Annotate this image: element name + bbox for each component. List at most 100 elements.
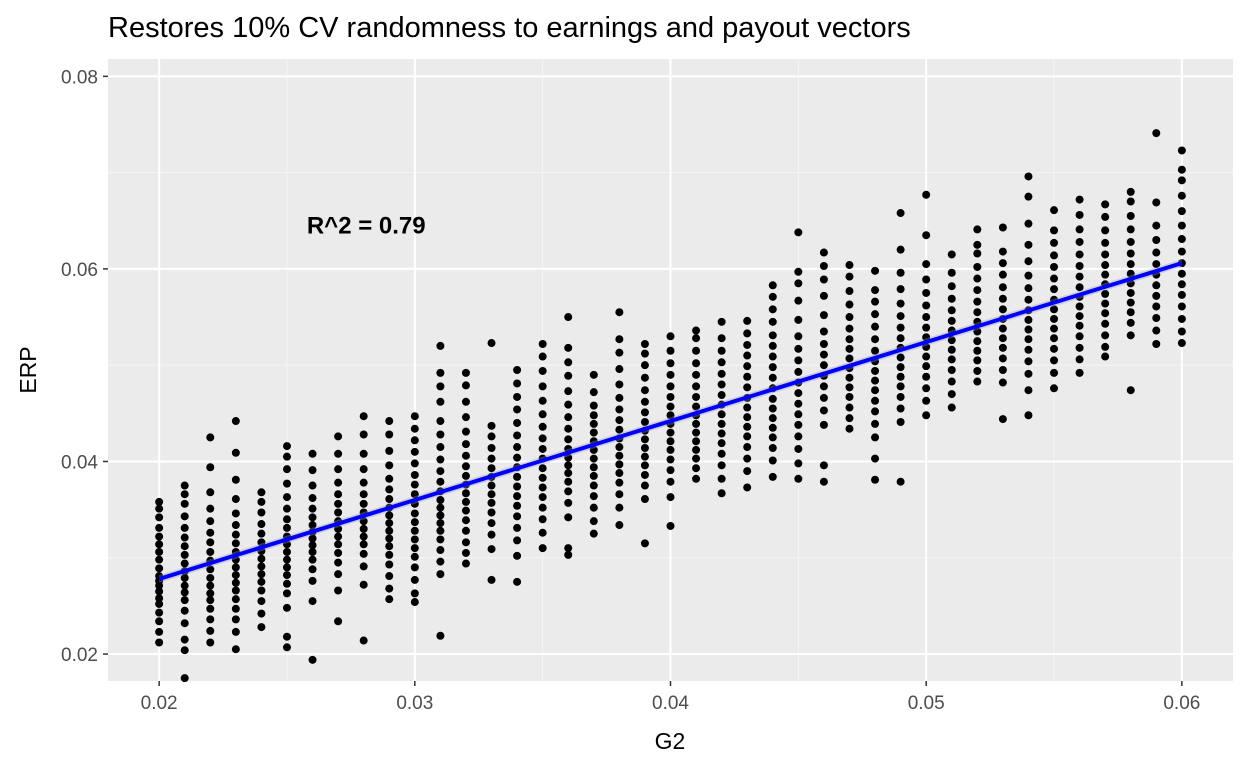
data-point xyxy=(282,632,291,641)
data-point xyxy=(1126,288,1135,297)
data-point xyxy=(385,519,394,528)
data-point xyxy=(666,402,675,411)
data-point xyxy=(819,361,828,370)
data-point xyxy=(998,378,1007,387)
data-point xyxy=(564,550,573,559)
data-point xyxy=(819,340,828,349)
data-point xyxy=(206,596,215,605)
y-tick-label: 0.04 xyxy=(61,452,98,473)
data-point xyxy=(385,526,394,535)
data-point xyxy=(538,464,547,473)
y-tick-label: 0.02 xyxy=(61,645,98,666)
data-point xyxy=(947,403,956,412)
data-point xyxy=(640,481,649,490)
data-point xyxy=(436,557,445,566)
data-point xyxy=(666,411,675,420)
data-point xyxy=(1024,357,1033,366)
data-point xyxy=(973,327,982,336)
data-point xyxy=(1024,240,1033,249)
data-point xyxy=(998,415,1007,424)
data-point xyxy=(768,341,777,350)
data-point xyxy=(257,497,266,506)
data-point xyxy=(1050,314,1059,323)
data-point xyxy=(282,515,291,524)
data-point xyxy=(1075,302,1084,311)
data-point xyxy=(282,603,291,612)
y-tick-label: 0.08 xyxy=(61,67,98,88)
data-point xyxy=(640,361,649,370)
data-point xyxy=(461,489,470,498)
data-point xyxy=(743,351,752,360)
data-point xyxy=(1126,331,1135,340)
data-point xyxy=(1024,257,1033,266)
data-point xyxy=(615,521,624,530)
data-point xyxy=(282,540,291,549)
data-point xyxy=(1126,308,1135,317)
data-point xyxy=(768,456,777,465)
data-point xyxy=(231,578,240,587)
data-point xyxy=(1075,343,1084,352)
data-point xyxy=(1101,238,1110,247)
data-point xyxy=(947,336,956,345)
data-point xyxy=(231,586,240,595)
data-point xyxy=(666,466,675,475)
data-point xyxy=(615,393,624,402)
data-point xyxy=(436,495,445,504)
data-point xyxy=(436,368,445,377)
data-point xyxy=(308,565,317,574)
data-point xyxy=(1101,319,1110,328)
data-point xyxy=(564,469,573,478)
data-point xyxy=(615,335,624,344)
data-point xyxy=(998,334,1007,343)
data-point xyxy=(180,550,189,559)
data-point xyxy=(155,540,164,549)
data-point xyxy=(410,598,419,607)
data-point xyxy=(666,428,675,437)
data-point xyxy=(1126,269,1135,278)
data-point xyxy=(308,534,317,543)
data-point xyxy=(1126,260,1135,269)
data-point xyxy=(155,564,164,573)
data-point xyxy=(206,589,215,598)
data-point xyxy=(436,477,445,486)
data-point xyxy=(487,498,496,507)
data-point xyxy=(922,396,931,405)
data-point xyxy=(564,544,573,553)
data-point xyxy=(487,481,496,490)
data-point xyxy=(1075,312,1084,321)
data-point xyxy=(359,449,368,458)
data-point xyxy=(436,430,445,439)
data-point xyxy=(845,287,854,296)
data-point xyxy=(359,636,368,645)
data-point xyxy=(1126,386,1135,395)
data-point xyxy=(538,352,547,361)
data-point xyxy=(1075,368,1084,377)
data-point xyxy=(1050,356,1059,365)
data-point xyxy=(589,529,598,538)
data-point xyxy=(155,547,164,556)
data-point xyxy=(589,517,598,526)
data-point xyxy=(1075,195,1084,204)
data-point xyxy=(513,472,522,481)
data-point xyxy=(257,554,266,563)
data-point xyxy=(359,524,368,533)
data-point xyxy=(794,389,803,398)
data-point xyxy=(231,521,240,530)
data-point xyxy=(768,394,777,403)
data-point xyxy=(973,249,982,258)
data-point xyxy=(871,266,880,275)
data-point xyxy=(743,362,752,371)
data-point xyxy=(410,412,419,421)
data-point xyxy=(155,513,164,522)
data-point xyxy=(896,285,905,294)
data-point xyxy=(947,366,956,374)
data-point xyxy=(1177,165,1186,174)
data-point xyxy=(973,262,982,271)
data-point xyxy=(922,313,931,322)
data-point xyxy=(538,544,547,553)
data-point xyxy=(436,526,445,535)
data-point xyxy=(385,584,394,593)
data-point xyxy=(666,370,675,379)
data-point xyxy=(359,580,368,589)
